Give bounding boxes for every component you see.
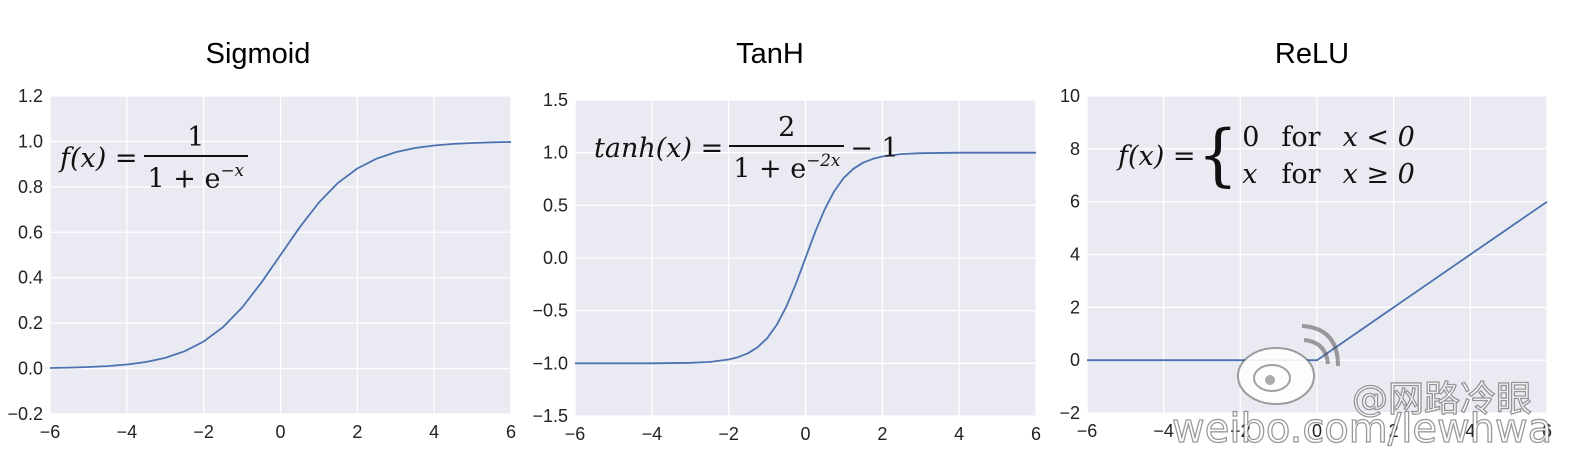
relu-y-tick-label: 6 xyxy=(1070,192,1080,212)
tanh-formula-fraction: 2 1 + e−2x xyxy=(729,112,845,185)
relu-formula-case-rows: 0 for x < 0 x for x ≥ 0 xyxy=(1242,122,1415,190)
tanh-x-tick-label: 0 xyxy=(800,424,810,444)
sigmoid-y-tick-label: 0.8 xyxy=(18,177,43,197)
relu-formula: f(x) = { 0 for x < 0 x for x ≥ 0 xyxy=(1118,122,1415,190)
sigmoid-y-tick-label: 0.4 xyxy=(18,268,43,288)
sigmoid-x-tick-label: 6 xyxy=(506,422,516,442)
sigmoid-x-tick-label: −6 xyxy=(40,422,61,442)
relu-formula-brace: { xyxy=(1197,117,1239,195)
sigmoid-y-tick-label: 1.2 xyxy=(18,86,43,106)
tanh-title: TanH xyxy=(736,38,804,70)
sigmoid-x-tick-label: 0 xyxy=(275,422,285,442)
relu-case1-value: 0 xyxy=(1242,122,1260,153)
relu-x-tick-label: −2 xyxy=(1230,421,1251,441)
relu-title: ReLU xyxy=(1274,38,1350,70)
tanh-chart: −6 −4 −2 0 2 4 6 −1.5 −1.0 −0.5 0.0 0.5 1.0 1.5 xyxy=(532,90,1041,444)
tanh-x-tick-label: 6 xyxy=(1031,424,1041,444)
sigmoid-formula-numerator: 1 xyxy=(187,122,205,153)
tanh-y-tick-label: 1.0 xyxy=(543,143,568,163)
sigmoid-y-tick-label: 1.0 xyxy=(18,131,43,151)
sigmoid-chart: −6 −4 −2 0 2 4 6 −0.2 0.0 0.2 0.4 0.6 0.8 1.0 1.2 xyxy=(7,86,516,442)
sigmoid-x-tick-label: −4 xyxy=(117,422,138,442)
relu-x-tick-label: 4 xyxy=(1465,421,1475,441)
tanh-formula-numerator: 2 xyxy=(778,112,796,143)
tanh-y-tick-label: −0.5 xyxy=(532,301,568,321)
sigmoid-curve xyxy=(49,141,512,369)
sigmoid-formula-denominator-base: 1 + e xyxy=(147,163,221,195)
relu-formula-cases: { 0 for x < 0 x for x ≥ 0 xyxy=(1196,122,1415,190)
relu-x-tick-label: −4 xyxy=(1153,421,1174,441)
sigmoid-title: Sigmoid xyxy=(205,38,311,70)
watermark-handle: @网路冷眼 xyxy=(1351,378,1533,420)
tanh-y-tick-label: 0.5 xyxy=(543,195,568,215)
relu-y-tick-label: 10 xyxy=(1060,86,1080,106)
relu-case1-condition: x < 0 xyxy=(1342,122,1415,153)
relu-y-tick-label: 8 xyxy=(1070,139,1080,159)
watermark-url: weibo.com/lewhwa xyxy=(1171,405,1553,452)
tanh-x-tick-label: 4 xyxy=(954,424,964,444)
sigmoid-formula-denominator: 1 + e−x xyxy=(143,155,248,195)
sigmoid-x-tick-label: 4 xyxy=(429,422,439,442)
relu-chart: −6 −4 −2 0 2 4 6 −2 0 2 4 6 8 10 xyxy=(1059,86,1552,441)
relu-y-tick-label: 2 xyxy=(1070,297,1080,317)
sigmoid-y-tick-label: 0.0 xyxy=(18,359,43,379)
sigmoid-y-tick-label: 0.2 xyxy=(18,313,43,333)
sigmoid-x-tick-label: −2 xyxy=(193,422,214,442)
tanh-curve xyxy=(575,151,1036,365)
tanh-formula: tanh(x) = 2 1 + e−2x − 1 xyxy=(594,112,899,185)
tanh-y-tick-label: −1.5 xyxy=(532,406,568,426)
relu-formula-lhs: f(x) = xyxy=(1118,140,1196,172)
tanh-formula-denominator: 1 + e−2x xyxy=(729,145,845,185)
tanh-x-tick-label: 2 xyxy=(877,424,887,444)
sigmoid-formula-exponent: −x xyxy=(220,160,244,180)
tanh-y-tick-label: 0.0 xyxy=(543,248,568,268)
sigmoid-formula: f(x) = 1 1 + e−x xyxy=(60,122,254,195)
tanh-x-tick-label: −6 xyxy=(565,424,586,444)
relu-curve xyxy=(1087,200,1548,362)
relu-y-tick-label: 0 xyxy=(1070,350,1080,370)
tanh-x-tick-label: −2 xyxy=(718,424,739,444)
sigmoid-formula-lhs: f(x) = xyxy=(60,142,138,174)
sigmoid-formula-fraction: 1 1 + e−x xyxy=(143,122,248,195)
relu-case2-condition: x ≥ 0 xyxy=(1342,159,1415,190)
relu-case2-value: x xyxy=(1242,159,1258,190)
relu-case2-word: for xyxy=(1281,159,1321,190)
sigmoid-x-tick-label: 2 xyxy=(352,422,362,442)
tanh-formula-exponent: −2x xyxy=(806,150,841,170)
relu-x-tick-label: −6 xyxy=(1077,421,1098,441)
sigmoid-y-tick-label: 0.6 xyxy=(18,222,43,242)
weibo-logo-icon xyxy=(1237,324,1340,405)
relu-case1-word: for xyxy=(1281,122,1321,153)
tanh-formula-lhs: tanh(x) = xyxy=(594,132,724,164)
tanh-y-tick-label: −1.0 xyxy=(532,353,568,373)
relu-y-tick-label: 4 xyxy=(1070,245,1080,265)
tanh-formula-denominator-base: 1 + e xyxy=(733,153,807,185)
tanh-x-tick-label: −4 xyxy=(642,424,663,444)
relu-x-tick-label: 6 xyxy=(1542,421,1552,441)
tanh-formula-rhs: − 1 xyxy=(850,132,899,164)
relu-x-tick-label: 2 xyxy=(1389,421,1399,441)
tanh-y-tick-label: 1.5 xyxy=(543,90,568,110)
relu-y-tick-label: −2 xyxy=(1059,403,1080,423)
relu-x-tick-label: 0 xyxy=(1312,421,1322,441)
sigmoid-y-tick-label: −0.2 xyxy=(7,404,43,424)
